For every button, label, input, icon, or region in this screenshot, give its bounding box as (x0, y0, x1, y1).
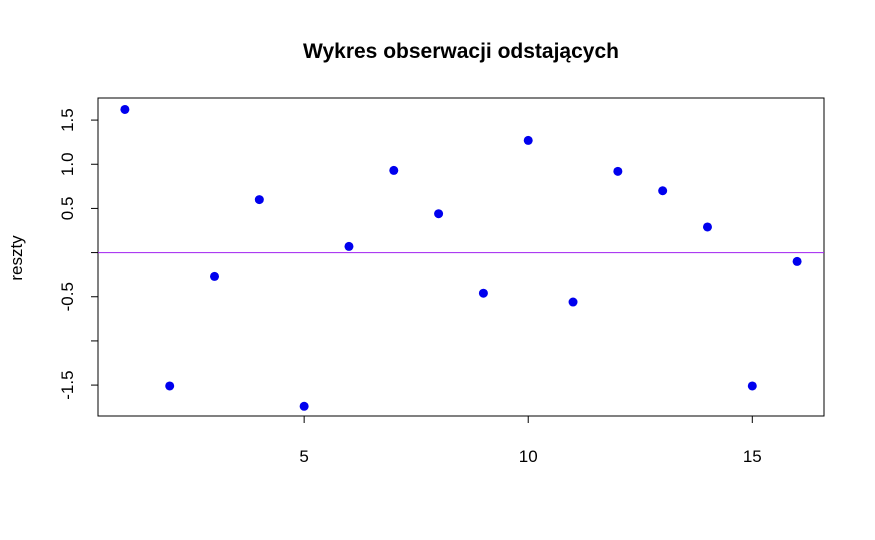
data-point (747, 381, 757, 391)
x-tick-label: 15 (743, 447, 762, 466)
data-point (792, 256, 802, 266)
data-point (165, 381, 175, 391)
y-tick-label: 1.0 (58, 152, 77, 176)
y-axis-label: reszty (7, 235, 26, 281)
data-point (702, 222, 712, 232)
data-point (613, 166, 623, 176)
data-point (658, 186, 668, 196)
chart-title: Wykres obserwacji odstających (303, 40, 619, 63)
data-point (568, 297, 578, 307)
data-point (254, 195, 264, 205)
plot-frame (97, 97, 825, 417)
data-points (120, 104, 802, 411)
data-point (389, 165, 399, 175)
data-point (210, 271, 220, 281)
data-point (344, 241, 354, 251)
y-tick-label: 1.5 (58, 108, 77, 132)
data-point (299, 401, 309, 411)
data-point (120, 104, 130, 114)
x-axis: 5 10 15 (299, 415, 762, 466)
x-tick-label: 5 (299, 447, 308, 466)
x-tick-label: 10 (519, 447, 538, 466)
data-point (434, 209, 444, 219)
y-tick-label: -0.5 (58, 282, 77, 311)
data-point (523, 135, 533, 145)
y-tick-label: 0.5 (58, 197, 77, 221)
data-point (478, 288, 488, 298)
y-axis: 1.5 1.0 0.5 -0.5 -1.5 (58, 108, 99, 400)
y-tick-label: -1.5 (58, 370, 77, 399)
